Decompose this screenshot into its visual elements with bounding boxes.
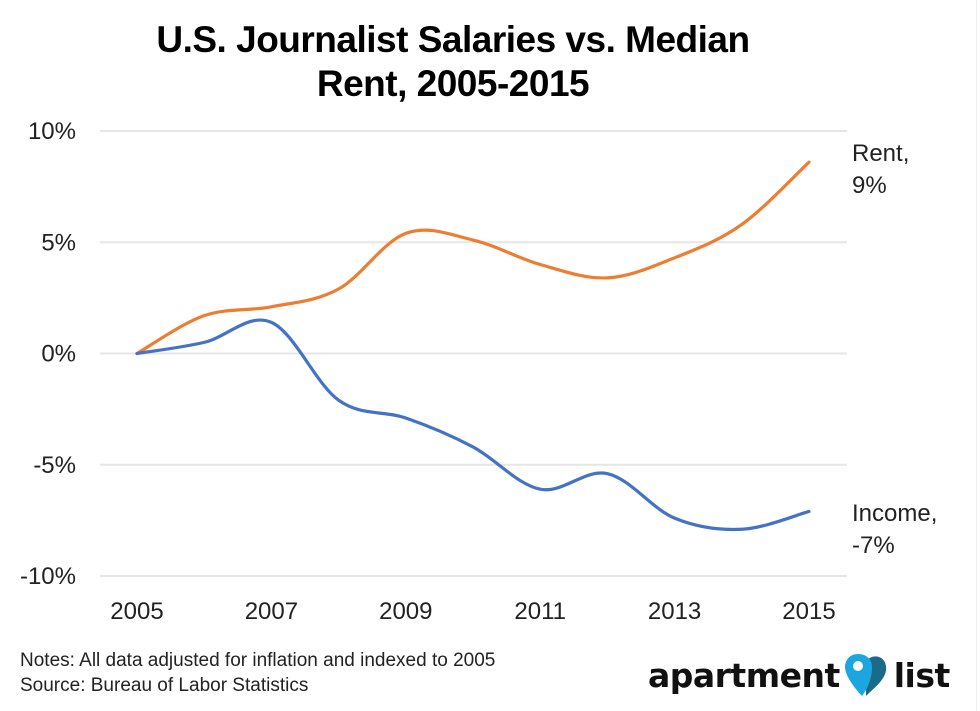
logo-word-list: list: [893, 655, 951, 695]
x-tick-label: 2009: [379, 598, 432, 625]
y-tick-label: -5%: [33, 452, 76, 479]
rent-end-label-value: 9%: [852, 172, 887, 199]
right-edge-border: [976, 0, 977, 711]
logo-word-apartment: apartment: [648, 655, 840, 695]
x-tick-label: 2013: [648, 598, 701, 625]
rent-end-label-name: Rent,: [852, 140, 910, 167]
chart-title: U.S. Journalist Salaries vs. Median Rent…: [0, 18, 906, 106]
notes-text: Notes: All data adjusted for inflation a…: [20, 650, 496, 671]
y-tick-label: 10%: [28, 118, 76, 145]
chart-title-line-1: U.S. Journalist Salaries vs. Median: [156, 19, 750, 60]
x-tick-label: 2011: [514, 598, 566, 625]
x-axis-ticks: 2005 2007 2009 2011 2013 2015: [110, 598, 835, 625]
apartment-list-logo: apartment list: [648, 650, 950, 700]
footer-notes: Notes: All data adjusted for inflation a…: [20, 648, 495, 698]
rent-end-label: Rent, 9%: [852, 138, 909, 202]
x-tick-label: 2005: [110, 598, 163, 625]
chart-title-line-2: Rent, 2005-2015: [316, 63, 590, 104]
series-lines: [135, 160, 811, 532]
rent-line: [135, 160, 811, 356]
y-tick-label: -10%: [20, 563, 76, 590]
x-tick-label: 2015: [782, 598, 835, 625]
gridlines: [100, 130, 847, 577]
y-tick-label: 0%: [41, 341, 76, 368]
income-end-label-value: -7%: [852, 532, 895, 559]
map-pin-heart-icon: [844, 654, 886, 696]
y-tick-label: 5%: [41, 229, 76, 256]
income-end-label: Income, -7%: [852, 498, 937, 562]
income-line: [135, 318, 811, 532]
income-end-label-name: Income,: [852, 500, 938, 527]
y-axis-ticks: 10% 5% 0% -5% -10%: [20, 118, 76, 590]
x-tick-label: 2007: [245, 598, 298, 625]
source-text: Source: Bureau of Labor Statistics: [20, 675, 309, 696]
